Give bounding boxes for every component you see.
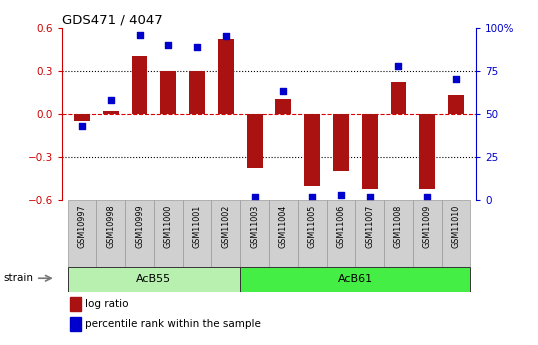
Bar [298,200,327,267]
Bar [160,71,176,114]
Bar [70,317,81,331]
Bar [154,200,183,267]
Bar [132,56,147,114]
Text: GSM10998: GSM10998 [107,205,115,248]
Text: GSM11009: GSM11009 [423,205,431,248]
Bar [391,82,406,114]
Text: GDS471 / 4047: GDS471 / 4047 [62,13,162,27]
Text: GSM11000: GSM11000 [164,205,173,248]
Bar [70,297,81,311]
Text: percentile rank within the sample: percentile rank within the sample [84,319,260,329]
Bar [384,200,413,267]
Text: GSM11006: GSM11006 [336,205,345,248]
Point [308,194,316,199]
Point [193,44,201,49]
Bar [211,200,240,267]
Bar [68,200,96,267]
Bar [355,200,384,267]
Text: strain: strain [3,273,33,283]
Bar [333,114,349,171]
Bar [240,267,470,292]
Text: log ratio: log ratio [84,299,128,309]
Bar [247,114,263,168]
Text: GSM11005: GSM11005 [308,205,317,248]
Bar [96,200,125,267]
Text: AcB61: AcB61 [338,275,373,284]
Point [279,89,288,94]
Text: GSM11004: GSM11004 [279,205,288,248]
Bar [362,114,378,189]
Bar [74,114,90,121]
Text: GSM10999: GSM10999 [135,205,144,248]
Bar [218,39,233,114]
Point [394,63,403,68]
Text: AcB55: AcB55 [136,275,172,284]
Point [250,194,259,199]
Text: GSM11010: GSM11010 [451,205,461,248]
Point [164,42,173,48]
Bar [103,111,119,114]
Bar [183,200,211,267]
Text: GSM11007: GSM11007 [365,205,374,248]
Text: GSM11003: GSM11003 [250,205,259,248]
Bar [413,200,442,267]
Bar [419,114,435,189]
Text: GSM11008: GSM11008 [394,205,403,248]
Bar [125,200,154,267]
Point [423,194,431,199]
Bar [327,200,355,267]
Bar [189,71,205,114]
Point [337,192,345,198]
Bar [275,99,291,114]
Point [452,77,461,82]
Text: GSM10997: GSM10997 [77,205,87,248]
Point [135,32,144,37]
Bar [442,200,470,267]
Bar [448,95,464,114]
Bar [305,114,320,186]
Text: GSM11002: GSM11002 [221,205,230,248]
Point [222,33,230,39]
Bar [68,267,240,292]
Point [77,123,86,129]
Point [107,97,115,103]
Bar [240,200,269,267]
Text: GSM11001: GSM11001 [193,205,202,248]
Point [365,194,374,199]
Bar [269,200,298,267]
